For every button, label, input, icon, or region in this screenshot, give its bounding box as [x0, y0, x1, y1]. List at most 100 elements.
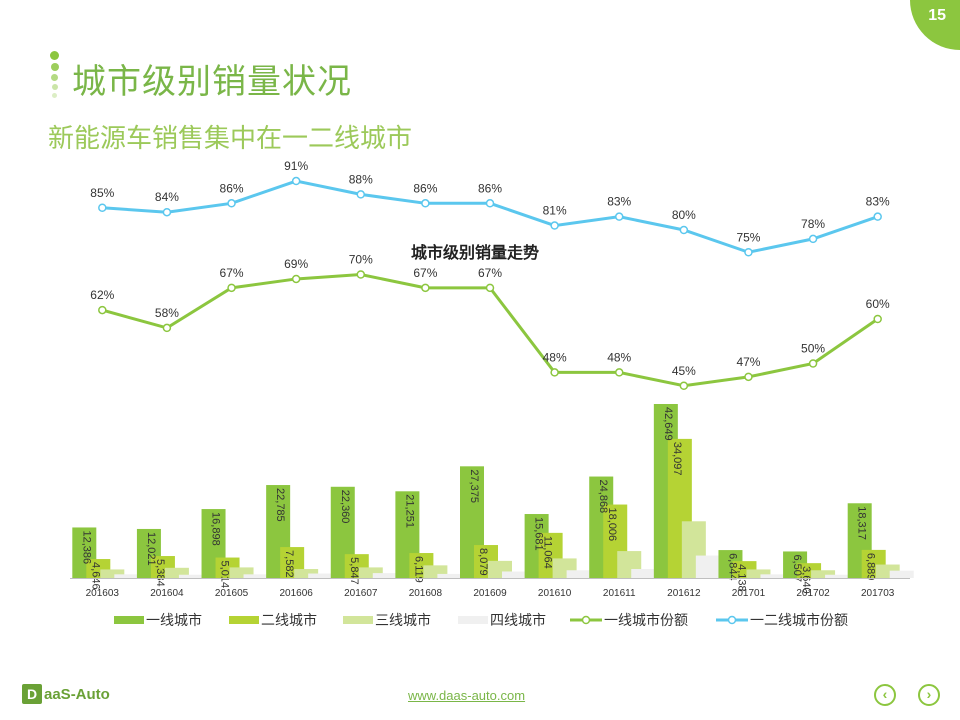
legend-swatch	[458, 616, 488, 624]
bar-4-201607	[372, 573, 397, 578]
bar-value-label: 5,384	[154, 559, 166, 587]
bar-value-label: 6,119	[412, 556, 424, 583]
bar-4-201701	[760, 574, 785, 578]
line-point	[421, 283, 430, 293]
line-value-label: 50%	[801, 342, 825, 356]
line-value-label: 47%	[736, 355, 760, 369]
bar-3-201702	[811, 570, 836, 578]
line-point	[808, 234, 818, 244]
bar-value-label: 18,317	[856, 506, 868, 540]
prev-page-button[interactable]: ‹	[874, 684, 896, 706]
x-tick-label: 201603	[86, 588, 120, 599]
bar-value-label: 12,386	[80, 530, 92, 564]
bar-3-201604	[164, 567, 189, 578]
line-point	[291, 176, 301, 186]
legend-swatch-marker	[581, 615, 591, 625]
bar-3-201701	[746, 569, 771, 578]
bar-4-201612	[695, 555, 720, 578]
legend-swatch-marker	[727, 615, 737, 625]
x-tick-label: 201702	[796, 588, 830, 599]
bar-value-label: 15,681	[533, 517, 545, 551]
bar-value-label: 4,138	[735, 564, 747, 592]
bar-4-201610	[566, 570, 591, 578]
x-tick-label: 201703	[861, 588, 895, 599]
line-value-label: 81%	[543, 204, 567, 218]
page-number: 15	[928, 7, 946, 24]
x-tick-label: 201701	[732, 588, 766, 599]
bar-value-label: 22,785	[274, 488, 286, 522]
bar-value-label: 22,360	[339, 490, 351, 524]
line-value-label: 83%	[866, 195, 890, 209]
line-value-label: 67%	[413, 266, 437, 280]
logo-mark: D	[22, 684, 42, 704]
bar-value-label: 42,649	[662, 407, 674, 441]
chart-title: 城市级别销量走势	[411, 243, 539, 262]
line-point	[162, 323, 172, 333]
line-point	[614, 368, 624, 377]
bar-value-label: 6,507	[791, 554, 803, 582]
line-value-label: 48%	[543, 350, 567, 364]
bar-value-label: 18,006	[606, 508, 618, 542]
line-point	[227, 283, 236, 293]
line-value-label: 91%	[284, 159, 308, 173]
line-value-label: 45%	[672, 364, 696, 378]
x-tick-label: 201604	[150, 588, 184, 599]
chart-legend: 一线城市 二线城市 三线城市 四线城市 一线城市份额 一二线城市份额	[114, 612, 848, 628]
bar-value-label: 11,064	[542, 536, 554, 569]
line-value-label: 83%	[607, 195, 631, 209]
x-tick-label: 201612	[667, 588, 701, 599]
bar-value-label: 24,868	[597, 480, 609, 514]
line-value-label: 85%	[90, 186, 114, 200]
line-point	[356, 190, 366, 199]
line-point	[873, 314, 882, 324]
line-value-label: 75%	[736, 230, 760, 244]
line-point	[550, 221, 559, 230]
line-value-label: 86%	[220, 181, 244, 195]
legend-label: 一线城市	[146, 612, 202, 628]
line-point	[873, 212, 882, 221]
line-point	[356, 270, 366, 279]
line-value-label: 78%	[801, 217, 825, 231]
line-value-label: 67%	[478, 266, 502, 280]
line-value-label: 86%	[413, 181, 437, 195]
line-point	[614, 212, 624, 221]
bar-value-label: 12,021	[145, 532, 157, 566]
website-link[interactable]: www.daas-auto.com	[408, 688, 526, 703]
line-value-label: 70%	[349, 253, 373, 267]
page-subtitle: 新能源车销售集中在一二线城市	[48, 123, 413, 153]
bar-3-201603	[100, 569, 125, 578]
next-page-button[interactable]: ›	[918, 684, 940, 706]
bar-4-201606	[308, 573, 333, 578]
line-point	[550, 368, 559, 377]
line-value-label: 58%	[155, 306, 179, 320]
bar-4-201608	[437, 573, 462, 578]
bar-4-201605	[243, 574, 268, 578]
line-value-label: 80%	[672, 208, 696, 222]
legend-label: 四线城市	[490, 612, 546, 628]
line-value-label: 84%	[155, 190, 179, 204]
line-point	[98, 203, 107, 212]
x-tick-label: 201609	[473, 588, 507, 599]
line-point	[421, 199, 430, 208]
bar-value-label: 4,646	[89, 562, 101, 590]
line-point	[679, 225, 689, 235]
legend-label: 一二线城市份额	[750, 612, 848, 628]
x-tick-label: 201605	[215, 588, 249, 599]
bar-value-label: 8,079	[477, 548, 489, 576]
line-value-label: 60%	[866, 297, 890, 311]
legend-swatch	[114, 616, 144, 624]
line-point	[485, 199, 495, 208]
chevron-right-icon: ›	[926, 686, 932, 702]
bar-4-201703	[889, 570, 914, 578]
line-point	[291, 274, 301, 284]
page-title: 城市级别销量状况	[72, 63, 352, 101]
bar-3-201605	[229, 567, 254, 578]
line-point	[808, 359, 818, 368]
x-tick-label: 201606	[279, 588, 313, 599]
x-axis: 201603 201604 201605 201606 201607 201608 2016…	[70, 578, 910, 599]
bar-value-label: 6,844	[726, 553, 738, 581]
line-point	[744, 248, 753, 257]
line-value-label: 69%	[284, 257, 308, 271]
bar-value-label: 5,014	[219, 561, 231, 589]
